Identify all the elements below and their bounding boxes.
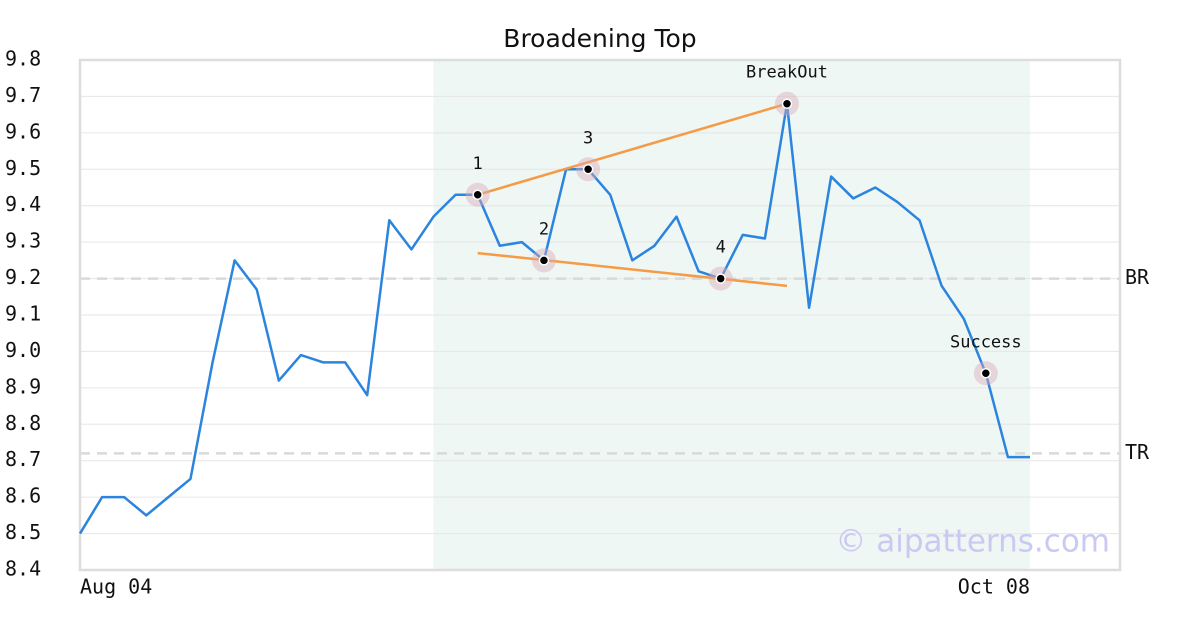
point-marker — [781, 98, 793, 109]
point-label: 1 — [473, 154, 483, 174]
price-line — [78, 102, 1030, 535]
y-tick-label: 8.6 — [5, 484, 41, 508]
trend-line — [477, 102, 788, 196]
level-label: TR — [1125, 440, 1150, 464]
trend-line — [477, 251, 788, 288]
point-label: 4 — [716, 238, 726, 258]
y-tick-label: 9.0 — [5, 338, 41, 362]
y-tick-label: 9.3 — [5, 229, 41, 253]
point-marker — [980, 368, 992, 379]
x-tick-label: Oct 08 — [958, 575, 1030, 599]
y-tick-label: 9.4 — [5, 192, 41, 216]
y-tick-label: 8.4 — [5, 557, 41, 581]
y-tick-label: 9.2 — [5, 265, 41, 289]
point-marker — [538, 255, 550, 266]
point-marker — [472, 189, 483, 201]
y-tick-label: 9.1 — [5, 302, 41, 326]
chart-title: Broadening Top — [503, 24, 696, 53]
x-tick-label: Aug 04 — [80, 575, 152, 599]
point-label: Success — [950, 332, 1022, 352]
y-tick-label: 8.9 — [5, 374, 41, 398]
y-tick-label: 9.5 — [5, 156, 41, 180]
point-label: 2 — [539, 219, 549, 239]
point-marker — [715, 273, 726, 284]
watermark: © aipatterns.com — [835, 524, 1110, 560]
y-tick-label: 8.5 — [5, 520, 41, 544]
y-tick-label: 9.7 — [5, 83, 41, 107]
y-tick-label: 9.8 — [5, 47, 41, 71]
point-label: 3 — [583, 128, 593, 148]
y-tick-label: 8.7 — [5, 447, 41, 471]
plot-frame — [78, 58, 1122, 572]
y-tick-label: 8.8 — [5, 411, 41, 435]
point-marker — [582, 164, 594, 175]
y-tick-label: 9.6 — [5, 119, 41, 143]
point-label: BreakOut — [746, 63, 828, 83]
level-label: BR — [1125, 265, 1150, 289]
